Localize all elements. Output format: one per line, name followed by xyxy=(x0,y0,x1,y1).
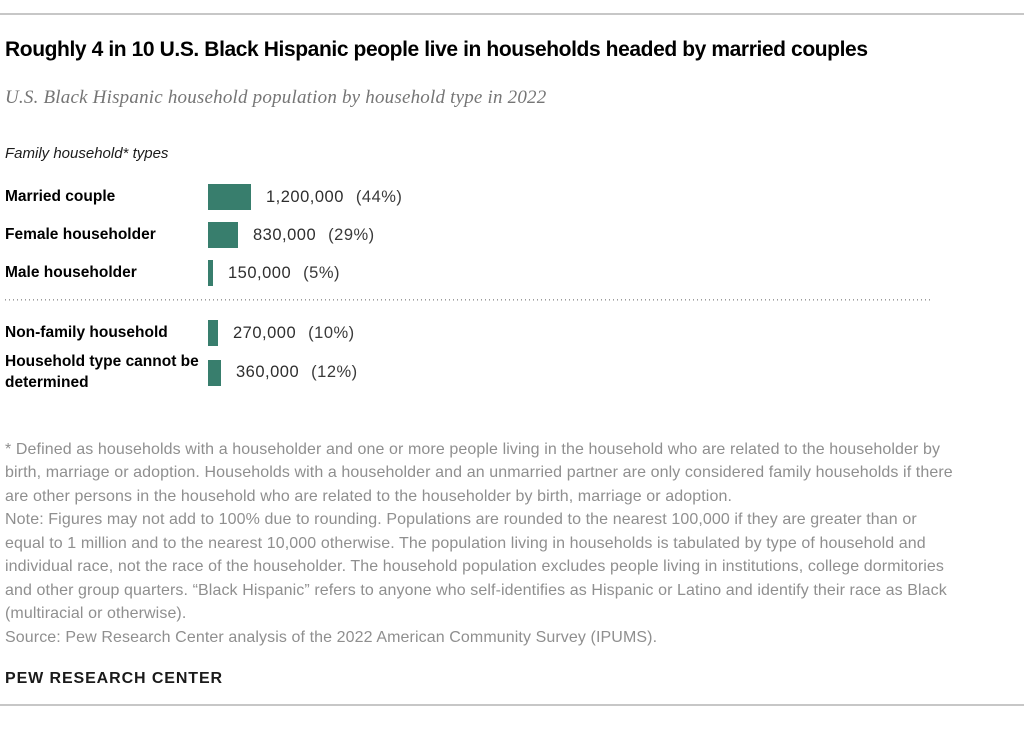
bar-non-family-household xyxy=(208,320,218,346)
value-label: 1,200,000 xyxy=(266,187,344,206)
value-label: 270,000 xyxy=(233,323,297,342)
percent-label: (5%) xyxy=(303,263,340,282)
category-label: Married couple xyxy=(5,187,116,205)
value-label: 830,000 xyxy=(253,225,317,244)
chart-subtitle: U.S. Black Hispanic household population… xyxy=(5,87,547,108)
category-label: Non-family household xyxy=(5,323,168,341)
percent-label: (44%) xyxy=(355,187,403,206)
value-label: 360,000 xyxy=(236,363,300,382)
bar-married-couple xyxy=(208,184,251,210)
family-nonfamily-divider xyxy=(5,299,933,301)
bottom-divider xyxy=(0,704,1024,707)
footnote-note: Note: Figures may not add to 100% due to… xyxy=(5,511,947,623)
chart-row-male-householder: Male householder 150,000 (5%) xyxy=(5,254,988,292)
value-label: 150,000 xyxy=(228,263,292,282)
bar-undetermined xyxy=(208,359,221,386)
chart-row-non-family-household: Non-family household 270,000 (10%) xyxy=(5,314,988,352)
percent-label: (12%) xyxy=(311,363,358,382)
family-group-label: Family household* types xyxy=(5,145,169,162)
top-divider xyxy=(0,13,1024,15)
chart-row-undetermined: Household type cannot be determined 360,… xyxy=(5,352,988,394)
bar-male-householder xyxy=(208,260,213,286)
footnote-definition: * Defined as households with a household… xyxy=(5,440,953,505)
chart-row-married-couple: Married couple 1,200,000 (44%) xyxy=(5,178,988,216)
page-title: Roughly 4 in 10 U.S. Black Hispanic peop… xyxy=(5,38,868,61)
brand-footer: PEW RESEARCH CENTER xyxy=(5,670,224,688)
category-label: Household type cannot be determined xyxy=(5,353,199,391)
category-label: Male householder xyxy=(5,263,137,281)
percent-label: (10%) xyxy=(308,323,355,342)
category-label: Female householder xyxy=(5,225,156,243)
footnote-source: Source: Pew Research Center analysis of … xyxy=(5,628,658,646)
percent-label: (29%) xyxy=(328,225,375,244)
bar-chart: Married couple 1,200,000 (44%) Female ho… xyxy=(5,178,988,394)
fine-print-block: * Defined as households with a household… xyxy=(5,438,960,650)
bar-female-householder xyxy=(208,222,238,248)
chart-row-female-householder: Female householder 830,000 (29%) xyxy=(5,216,988,254)
chart-content: Roughly 4 in 10 U.S. Black Hispanic peop… xyxy=(0,38,1024,688)
